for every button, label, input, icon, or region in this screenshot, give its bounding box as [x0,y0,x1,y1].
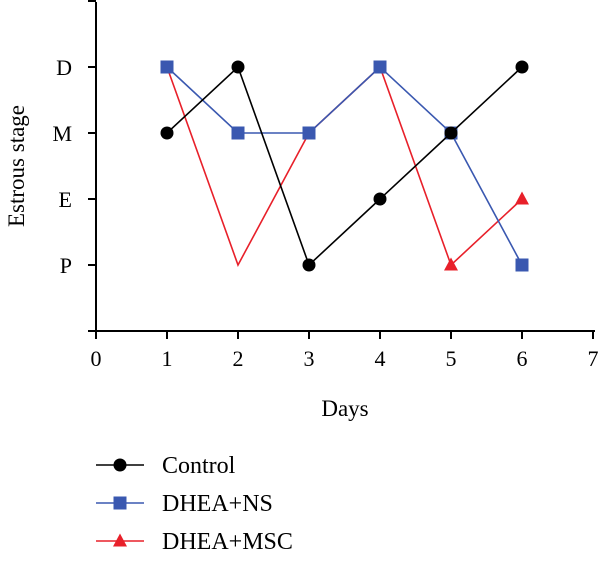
x-tick-label: 6 [517,346,528,371]
data-point-dhea-ns [515,258,529,272]
legend-item-control: Control [96,453,236,479]
y-ticks: P E M D [52,0,96,332]
legend-marker [113,458,127,472]
x-tick-label: 1 [162,346,173,371]
legend-label: DHEA+MSC [162,529,293,555]
series-layer [160,60,529,272]
legend-marker [113,533,127,547]
legend-label: DHEA+NS [162,491,273,517]
y-tick-label: P [60,253,72,278]
y-tick-label: D [56,55,72,80]
data-point-control [444,126,458,140]
data-point-control [160,126,174,140]
y-axis-title: Estrous stage [4,105,29,227]
x-tick-label: 2 [233,346,244,371]
series-line-dhea-ns [166,65,523,266]
x-tick-label: 0 [91,346,102,371]
x-ticks: 0 1 2 3 4 5 6 7 [91,331,599,371]
x-tick-label: 5 [446,346,457,371]
y-tick-label: E [59,187,72,212]
x-tick-label: 7 [588,346,599,371]
legend-label: Control [162,453,236,479]
x-tick-label: 3 [304,346,315,371]
legend-item-dhea-msc: DHEA+MSC [96,529,293,555]
data-point-dhea-msc [515,191,529,205]
data-point-dhea-ns [302,126,316,140]
data-point-dhea-msc [444,257,458,271]
data-point-control [302,258,316,272]
data-point-dhea-ns [231,126,245,140]
legend-item-dhea-ns: DHEA+NS [96,491,273,517]
x-tick-label: 4 [375,346,386,371]
data-point-control [373,192,387,206]
series-control [160,60,529,272]
legend: Control DHEA+NS DHEA+MSC [96,453,293,555]
series-line-control [166,65,523,267]
series-dhea-ns [160,60,529,272]
data-point-dhea-ns [160,60,174,74]
data-point-dhea-ns [373,60,387,74]
data-point-control [231,60,245,74]
axes: 0 1 2 3 4 5 6 7 P E M D Days Estrous stage [4,0,599,421]
y-tick-label: M [52,121,72,146]
legend-marker [113,496,127,510]
x-axis-title: Days [321,396,368,421]
data-point-control [515,60,529,74]
